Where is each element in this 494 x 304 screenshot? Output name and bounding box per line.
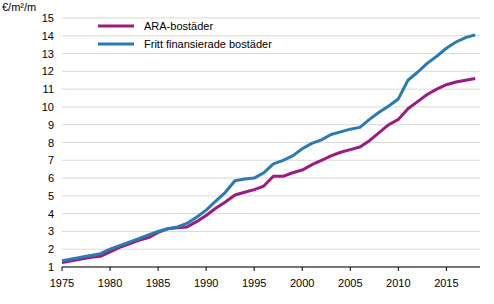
y-tick-label: 3 <box>48 225 54 237</box>
grid-line <box>62 160 480 161</box>
x-tick-label: 1985 <box>146 277 170 289</box>
x-tick-label: 2005 <box>338 277 362 289</box>
y-tick-label: 11 <box>43 83 54 95</box>
x-tick-label: 2000 <box>290 277 314 289</box>
x-tick-label: 1990 <box>194 277 218 289</box>
grid-line <box>62 213 480 214</box>
y-tick-label: 15 <box>42 12 54 24</box>
x-tick <box>62 267 63 271</box>
grid-line <box>62 142 480 143</box>
chart: 1234567891011121314151975198019851990199… <box>0 0 494 304</box>
y-tick-label: 1 <box>48 261 54 273</box>
y-tick-label: 5 <box>48 190 54 202</box>
x-tick-label: 1975 <box>50 277 74 289</box>
y-tick-label: 12 <box>42 65 54 77</box>
y-axis-label: €/m²/m <box>2 1 36 13</box>
y-tick-label: 7 <box>48 154 54 166</box>
grid-line <box>62 53 480 54</box>
y-tick-label: 4 <box>48 208 54 220</box>
y-tick-label: 10 <box>42 101 54 113</box>
legend-swatch <box>98 43 134 46</box>
grid-line <box>62 106 480 107</box>
grid-line <box>62 267 480 268</box>
x-tick <box>302 267 303 271</box>
grid-line <box>62 18 480 19</box>
x-tick-label: 1980 <box>98 277 122 289</box>
x-tick <box>254 267 255 271</box>
legend-label: Fritt finansierade bostäder <box>144 38 272 50</box>
x-tick-label: 2015 <box>434 277 458 289</box>
plot-lines <box>62 35 475 263</box>
x-tick-label: 1995 <box>242 277 266 289</box>
grid-line <box>62 89 480 90</box>
y-tick-label: 8 <box>48 137 54 149</box>
y-tick-label: 14 <box>42 30 54 42</box>
legend-label: ARA-bostäder <box>144 20 213 32</box>
legend-swatch <box>98 25 134 28</box>
legend: ARA-bostäder Fritt finansierade bostäder <box>98 20 272 50</box>
series-line <box>62 35 475 261</box>
grid-line <box>62 195 480 196</box>
y-tick-label: 9 <box>48 119 54 131</box>
x-axis <box>62 267 480 268</box>
x-tick <box>350 267 351 271</box>
grid-line <box>62 35 480 36</box>
grid-line <box>62 249 480 250</box>
grid-line <box>62 124 480 125</box>
y-tick-label: 2 <box>48 243 54 255</box>
y-tick-label: 6 <box>48 172 54 184</box>
x-tick-label: 2010 <box>386 277 410 289</box>
x-tick <box>398 267 399 271</box>
series-line <box>62 78 475 262</box>
y-tick-label: 13 <box>42 48 54 60</box>
x-tick <box>110 267 111 271</box>
x-tick <box>158 267 159 271</box>
grid-line <box>62 231 480 232</box>
x-tick <box>446 267 447 271</box>
x-tick <box>206 267 207 271</box>
